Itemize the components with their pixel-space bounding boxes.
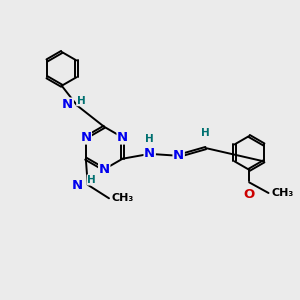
Text: N: N [72,179,83,192]
Text: N: N [117,131,128,144]
Text: CH₃: CH₃ [112,193,134,203]
Text: N: N [62,98,73,111]
Text: H: H [77,96,85,106]
Text: H: H [201,128,210,138]
Text: H: H [145,134,154,144]
Text: N: N [144,147,155,161]
Text: H: H [87,175,96,185]
Text: N: N [80,131,92,144]
Text: CH₃: CH₃ [272,188,294,198]
Text: N: N [99,163,110,176]
Text: N: N [173,149,184,162]
Text: O: O [244,188,255,201]
